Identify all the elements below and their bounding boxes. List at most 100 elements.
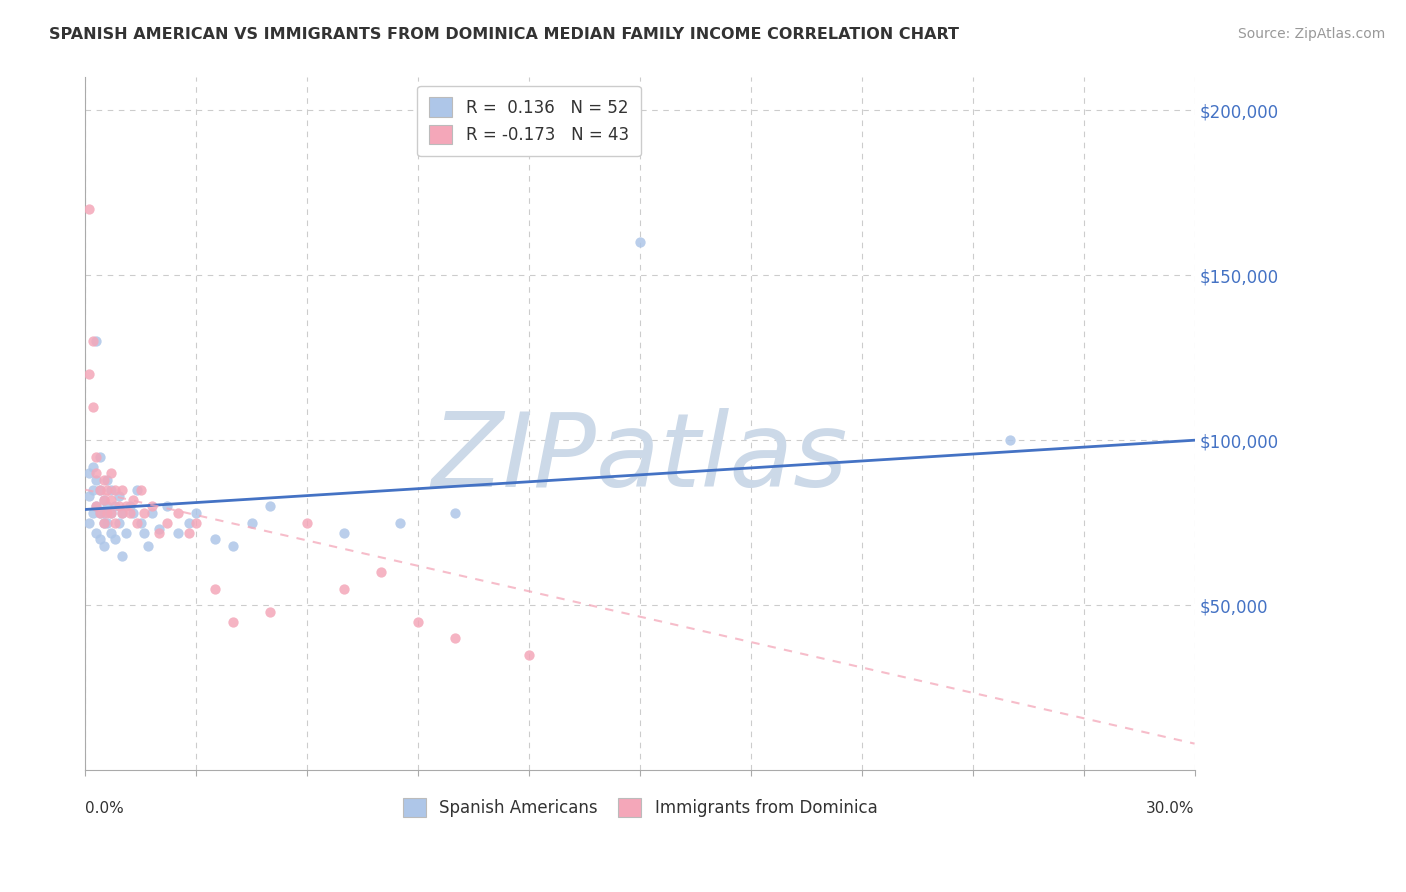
Point (177, 516, 200, 530)
Point (295, 516, 318, 530)
Point (93, 516, 115, 530)
Point (96, 506, 118, 520)
Point (82, 506, 104, 520)
Point (444, 506, 467, 520)
Point (93, 492, 115, 507)
Point (86, 334, 108, 349)
Point (107, 516, 129, 530)
Point (86, 466, 108, 480)
Point (129, 516, 152, 530)
Point (156, 499, 179, 513)
Point (156, 516, 179, 530)
Point (166, 506, 188, 520)
Point (93, 516, 115, 530)
Point (136, 539, 159, 553)
Point (89, 506, 111, 520)
Point (148, 522, 170, 536)
Point (100, 506, 122, 520)
Point (86, 499, 108, 513)
Point (998, 434, 1021, 448)
Point (186, 506, 208, 520)
Point (517, 648, 540, 662)
Point (107, 489, 129, 503)
Point (204, 582, 226, 596)
Point (333, 525, 356, 540)
Point (86, 499, 108, 513)
Point (100, 506, 122, 520)
Point (89, 483, 111, 497)
Point (93, 492, 115, 507)
Point (115, 525, 138, 540)
Point (96, 516, 118, 530)
Point (115, 499, 138, 513)
Point (111, 506, 134, 520)
Point (100, 466, 122, 480)
Point (259, 499, 281, 513)
Point (82, 483, 104, 497)
Point (107, 499, 129, 513)
Text: SPANISH AMERICAN VS IMMIGRANTS FROM DOMINICA MEDIAN FAMILY INCOME CORRELATION CH: SPANISH AMERICAN VS IMMIGRANTS FROM DOMI… (49, 27, 959, 42)
Point (118, 499, 141, 513)
Point (125, 483, 148, 497)
Point (141, 499, 163, 513)
Point (122, 506, 145, 520)
Legend: Spanish Americans, Immigrants from Dominica: Spanish Americans, Immigrants from Domin… (396, 791, 884, 824)
Point (129, 483, 152, 497)
Point (141, 506, 163, 520)
Point (333, 582, 356, 596)
Text: 30.0%: 30.0% (1146, 801, 1195, 816)
Point (186, 516, 208, 530)
Point (89, 506, 111, 520)
Point (96, 483, 118, 497)
Point (118, 506, 141, 520)
Point (177, 525, 200, 540)
Point (134, 525, 156, 540)
Point (444, 631, 467, 645)
Point (89, 532, 111, 546)
Point (86, 473, 108, 487)
Point (125, 516, 148, 530)
Point (100, 525, 122, 540)
Point (406, 615, 429, 629)
Point (86, 525, 108, 540)
Point (89, 450, 111, 464)
Point (100, 483, 122, 497)
Point (388, 516, 411, 530)
Point (222, 615, 245, 629)
Point (77, 466, 100, 480)
Point (111, 549, 134, 563)
Point (148, 525, 170, 540)
Point (77, 202, 100, 217)
Point (370, 565, 392, 579)
Point (166, 525, 188, 540)
Point (104, 499, 127, 513)
Point (96, 499, 118, 513)
Point (111, 483, 134, 497)
Point (93, 506, 115, 520)
Point (100, 492, 122, 507)
Text: ZIPatlas: ZIPatlas (432, 409, 848, 508)
Point (93, 473, 115, 487)
Point (82, 459, 104, 474)
Point (628, 235, 651, 250)
Point (259, 605, 281, 619)
Point (122, 492, 145, 507)
Point (77, 489, 100, 503)
Point (134, 506, 156, 520)
Point (96, 473, 118, 487)
Point (82, 334, 104, 349)
Point (77, 368, 100, 382)
Point (111, 506, 134, 520)
Text: 0.0%: 0.0% (86, 801, 124, 816)
Point (104, 483, 127, 497)
Point (82, 401, 104, 415)
Text: Source: ZipAtlas.com: Source: ZipAtlas.com (1237, 27, 1385, 41)
Point (93, 539, 115, 553)
Point (89, 483, 111, 497)
Point (104, 516, 127, 530)
Point (222, 539, 245, 553)
Point (86, 450, 108, 464)
Point (104, 532, 127, 546)
Point (240, 516, 263, 530)
Point (77, 516, 100, 530)
